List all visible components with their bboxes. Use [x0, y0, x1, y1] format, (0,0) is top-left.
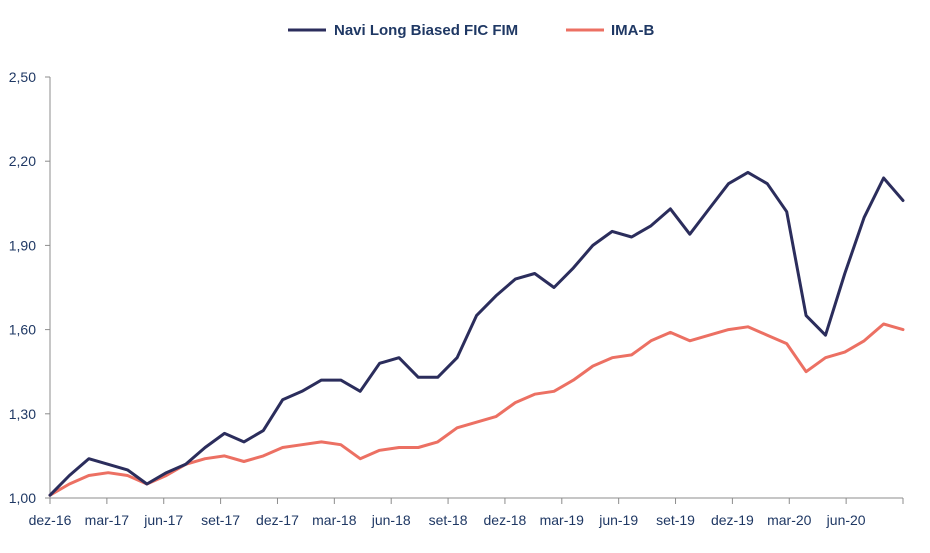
- x-tick-label: dez-16: [29, 512, 72, 528]
- x-tick-label: jun-17: [143, 512, 183, 528]
- series-line-imab: [48, 322, 905, 497]
- legend: Navi Long Biased FIC FIM IMA-B: [288, 22, 654, 39]
- x-tick-label: mar-19: [540, 512, 585, 528]
- legend-label-navi: Navi Long Biased FIC FIM: [334, 22, 518, 39]
- x-tick-label: dez-17: [256, 512, 299, 528]
- y-tick-label: 1,60: [9, 322, 36, 338]
- y-tick-label: 1,90: [9, 237, 36, 253]
- y-tick-label: 1,30: [9, 406, 36, 422]
- x-tick-label: jun-19: [598, 512, 638, 528]
- series-line-navi: [48, 170, 905, 497]
- x-tick-label: jun-20: [826, 512, 866, 528]
- x-tick-label: set-18: [429, 512, 468, 528]
- x-tick-label: mar-17: [85, 512, 130, 528]
- x-tick-label: dez-18: [484, 512, 527, 528]
- y-axis: 1,00 1,30 1,60 1,90 2,20 2,50: [9, 69, 51, 506]
- x-tick-label: dez-19: [711, 512, 754, 528]
- x-tick-label: mar-20: [767, 512, 812, 528]
- legend-label-imab: IMA-B: [611, 22, 654, 39]
- x-tick-label: mar-18: [312, 512, 357, 528]
- x-tick-label: set-17: [201, 512, 240, 528]
- series-layer: [48, 170, 905, 497]
- x-tick-label: set-19: [656, 512, 695, 528]
- x-tick-label: jun-18: [371, 512, 411, 528]
- x-axis: dez-16 mar-17 jun-17 set-17 dez-17 mar-18 jun-…: [29, 497, 904, 528]
- y-tick-label: 2,50: [9, 69, 36, 85]
- y-tick-label: 1,00: [9, 490, 36, 506]
- y-tick-label: 2,20: [9, 153, 36, 169]
